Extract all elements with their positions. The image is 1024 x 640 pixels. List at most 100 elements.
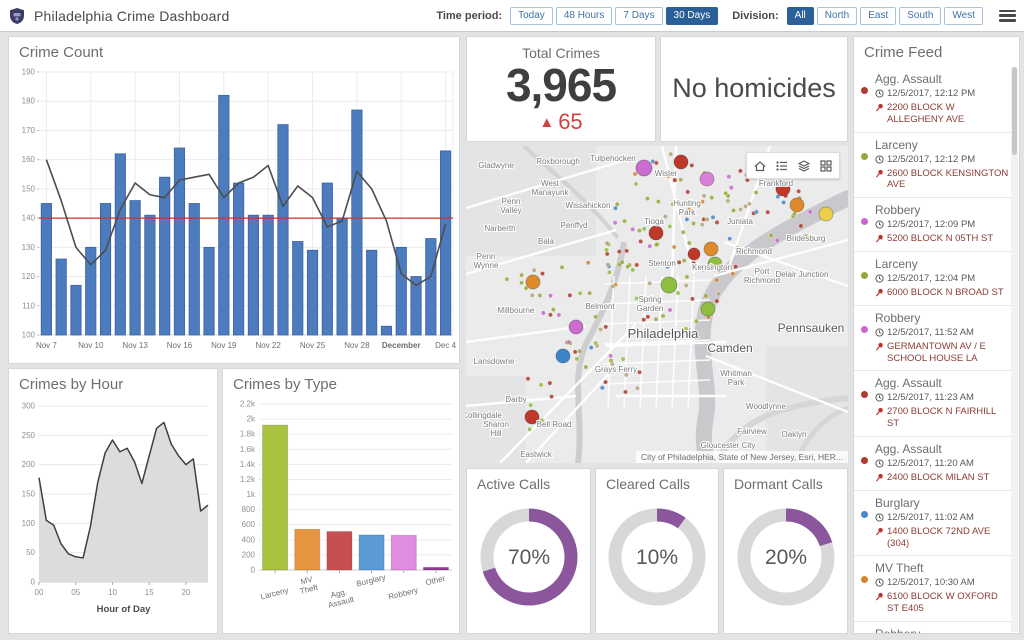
- time-period-button-30-days[interactable]: 30 Days: [665, 6, 719, 25]
- svg-text:110: 110: [22, 301, 35, 310]
- svg-text:Kensington: Kensington: [692, 263, 732, 272]
- crime-type-label: Agg. Assault: [875, 72, 942, 86]
- time-period-button-group: Today 48 Hours 7 Days 30 Days: [510, 6, 719, 25]
- svg-text:Other: Other: [425, 574, 447, 588]
- pushpin-icon: [875, 408, 883, 416]
- svg-text:20%: 20%: [764, 546, 806, 569]
- crime-feed-item[interactable]: Burglary 12/5/2017, 11:02 AM 1400 BLOCK 72…: [854, 490, 1011, 557]
- crime-address-row: GERMANTOWN AV / E SCHOOL HOUSE LA: [875, 341, 1009, 365]
- svg-text:Bala: Bala: [538, 237, 555, 246]
- pushpin-icon: [875, 593, 883, 601]
- time-period-button-48-hours[interactable]: 48 Hours: [555, 6, 613, 25]
- pushpin-icon: [875, 288, 883, 297]
- crime-time-row: 12/5/2017, 12:09 PM: [875, 219, 993, 231]
- svg-text:Millbourne: Millbourne: [498, 306, 535, 315]
- crime-feed-scrollbar[interactable]: [1011, 67, 1018, 632]
- division-button-east[interactable]: East: [860, 6, 897, 25]
- crime-feed-item[interactable]: Agg. Assault 12/5/2017, 11:20 AM 2400 BLOC…: [854, 437, 1011, 491]
- cleared-calls-title: Cleared Calls: [606, 476, 691, 492]
- crimes-by-type-title: Crimes by Type: [233, 376, 337, 393]
- crimes-by-hour-title: Crimes by Hour: [19, 376, 124, 393]
- delta-value: 65: [558, 109, 583, 135]
- svg-text:05: 05: [71, 588, 80, 597]
- crime-address: 2600 BLOCK KENSINGTON AVE: [887, 167, 1009, 191]
- total-crimes-panel: Total Crimes 3,965 ▲ 65: [466, 36, 656, 142]
- crime-feed-item[interactable]: Agg. Assault 12/5/2017, 12:12 PM 2200 BLOC…: [854, 67, 1011, 133]
- svg-text:Frankford: Frankford: [759, 179, 793, 188]
- division-button-all[interactable]: All: [786, 6, 814, 25]
- basemap-icon[interactable]: [794, 156, 814, 176]
- svg-text:140: 140: [22, 214, 36, 223]
- svg-text:1.6k: 1.6k: [240, 445, 256, 454]
- division-button-south[interactable]: South: [899, 6, 942, 25]
- svg-text:Bell Road: Bell Road: [537, 420, 572, 429]
- crime-time-row: 12/5/2017, 11:52 AM: [875, 327, 1009, 339]
- crime-feed-item[interactable]: Larceny 12/5/2017, 12:12 PM 2600 BLOCK KEN…: [854, 132, 1011, 199]
- svg-text:Philadelphia: Philadelphia: [628, 326, 700, 341]
- svg-text:Roxborough: Roxborough: [536, 157, 580, 166]
- svg-text:Fairview: Fairview: [737, 427, 767, 436]
- division-button-group: All North East South West: [786, 6, 983, 25]
- svg-text:Nov 19: Nov 19: [211, 341, 237, 350]
- legend-icon[interactable]: [772, 156, 792, 176]
- clock-icon: [875, 393, 884, 402]
- svg-text:15: 15: [145, 588, 154, 597]
- map-canvas[interactable]: Gladwyne Roxborough Tulpehocken Wister West M…: [466, 146, 848, 463]
- crime-address: 5200 BLOCK N 05TH ST: [887, 233, 994, 245]
- crime-type-dot: [861, 510, 868, 518]
- menu-icon[interactable]: [999, 9, 1016, 22]
- crime-type-dot: [861, 391, 868, 399]
- crime-address-row: 2600 BLOCK KENSINGTON AVE: [875, 168, 1009, 192]
- svg-text:Delair Junction: Delair Junction: [776, 270, 829, 279]
- svg-text:Oaklyn: Oaklyn: [782, 430, 807, 439]
- svg-text:Dec 4: Dec 4: [435, 341, 456, 350]
- crime-feed-list: Agg. Assault 12/5/2017, 12:12 PM 2200 BLOC…: [854, 67, 1011, 633]
- svg-text:2.2k: 2.2k: [240, 400, 256, 409]
- svg-text:100: 100: [22, 519, 36, 528]
- time-period-button-today[interactable]: Today: [510, 6, 553, 25]
- svg-text:Darby: Darby: [505, 395, 526, 404]
- crime-address: 6100 BLOCK W OXFORD ST E405: [887, 591, 998, 615]
- crime-feed-item[interactable]: Larceny 12/5/2017, 12:04 PM 6000 BLOCK N B…: [854, 252, 1011, 306]
- scrollbar-thumb[interactable]: [1012, 67, 1017, 155]
- total-crimes-delta: ▲ 65: [467, 111, 655, 133]
- svg-text:150: 150: [22, 490, 36, 499]
- pushpin-icon: [875, 342, 883, 351]
- svg-text:Tulpehocken: Tulpehocken: [590, 154, 636, 163]
- svg-text:Collingdale: Collingdale: [466, 411, 502, 420]
- map-attribution: City of Philadelphia, State of New Jerse…: [635, 451, 848, 463]
- time-period-button-7-days[interactable]: 7 Days: [615, 6, 663, 25]
- crime-address-row: 5200 BLOCK N 05TH ST: [875, 233, 993, 245]
- crime-feed-item[interactable]: MV Theft 12/5/2017, 10:30 AM 6100 BLOCK W …: [854, 556, 1011, 622]
- pushpin-icon: [875, 169, 883, 177]
- crimes-by-type-panel: Crimes by Type 0 200 400 600 800 1k 1.2k 1.4k 1.…: [222, 368, 460, 634]
- home-icon[interactable]: [750, 156, 770, 176]
- crime-feed-item[interactable]: Robbery 12/5/2017, 11:52 AM GERMANTOWN AV …: [854, 305, 1011, 372]
- svg-text:10%: 10%: [636, 546, 678, 569]
- svg-text:Woodlynne: Woodlynne: [746, 402, 786, 411]
- crime-feed-title: Crime Feed: [864, 44, 943, 61]
- crime-count-chart[interactable]: 100 110 120 130 140 150 160 170 180 190 Nov 7 Nov 1…: [9, 62, 459, 363]
- svg-text:Burglary: Burglary: [355, 573, 386, 589]
- overview-grid-icon[interactable]: [816, 156, 836, 176]
- svg-text:800: 800: [242, 505, 256, 514]
- crime-time-row: 12/5/2017, 11:20 AM: [875, 458, 989, 470]
- crime-type-dot: [861, 87, 868, 94]
- svg-text:Robbery: Robbery: [387, 586, 419, 602]
- crimes-by-hour-chart[interactable]: 0 50 100 150 200 250 300 00 05 10 15 20 Hour of Day: [9, 394, 217, 633]
- division-button-north[interactable]: North: [816, 6, 858, 25]
- pushpin-icon: [875, 103, 883, 112]
- crime-feed-item[interactable]: Robbery 12/5/2017, 12:09 PM 5200 BLOCK N 0…: [854, 198, 1011, 252]
- pushpin-icon: [875, 527, 883, 536]
- division-button-west[interactable]: West: [944, 6, 983, 25]
- svg-text:December: December: [382, 341, 421, 350]
- svg-text:Nov 28: Nov 28: [344, 341, 370, 350]
- crimes-by-type-chart[interactable]: 0 200 400 600 800 1k 1.2k 1.4k 1.6k 1.8k 2k 2.2k Lar…: [223, 394, 459, 633]
- svg-text:Hour of Day: Hour of Day: [97, 604, 152, 615]
- svg-text:Nov 7: Nov 7: [36, 341, 57, 350]
- dormant-calls-panel: Dormant Calls 20%: [723, 468, 848, 634]
- crime-feed-item[interactable]: Agg. Assault 12/5/2017, 11:23 AM 2700 BLOC…: [854, 371, 1011, 437]
